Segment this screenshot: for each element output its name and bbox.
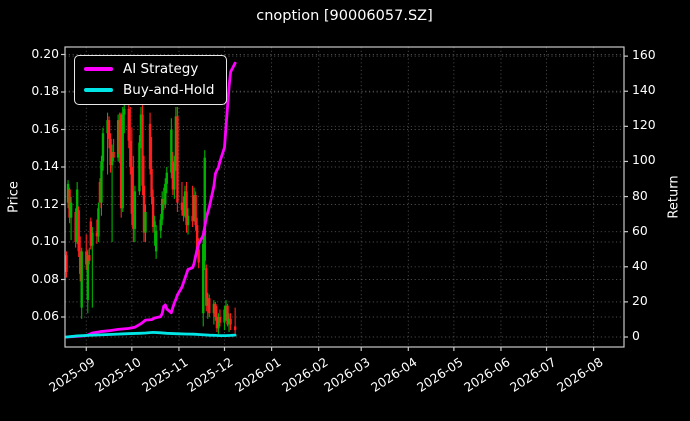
return-tick-label: 100 — [632, 152, 656, 168]
buy-and-hold-line-swatch — [84, 88, 113, 92]
return-tick-label: 160 — [632, 47, 656, 63]
price-tick-label: 0.18 — [31, 83, 59, 98]
price-tick-label: 0.06 — [31, 308, 59, 323]
return-tick-label: 80 — [632, 187, 648, 203]
return-tick-label: 140 — [632, 82, 656, 98]
ai-strategy-line-swatch — [84, 67, 113, 71]
price-tick-label: 0.16 — [31, 120, 59, 136]
legend-item-ai: AI Strategy — [84, 61, 214, 77]
return-tick-label: 0 — [632, 327, 640, 343]
price-tick-label: 0.14 — [31, 158, 59, 173]
legend: AI Strategy Buy-and-Hold — [74, 55, 228, 105]
return-tick-label: 40 — [632, 257, 648, 273]
legend-item-bh: Buy-and-Hold — [84, 82, 214, 98]
legend-label-ai: AI Strategy — [123, 61, 199, 77]
return-tick-label: 120 — [632, 117, 656, 133]
price-tick-label: 0.10 — [31, 233, 59, 248]
return-tick-label: 20 — [632, 292, 648, 308]
price-tick-label: 0.08 — [31, 270, 59, 286]
chart-title: cnoption [90006057.SZ] — [256, 8, 433, 24]
price-tick-label: 0.20 — [31, 45, 59, 61]
price-tick-label: 0.12 — [31, 195, 59, 211]
legend-label-bh: Buy-and-Hold — [123, 82, 215, 98]
return-tick-label: 60 — [632, 222, 648, 238]
